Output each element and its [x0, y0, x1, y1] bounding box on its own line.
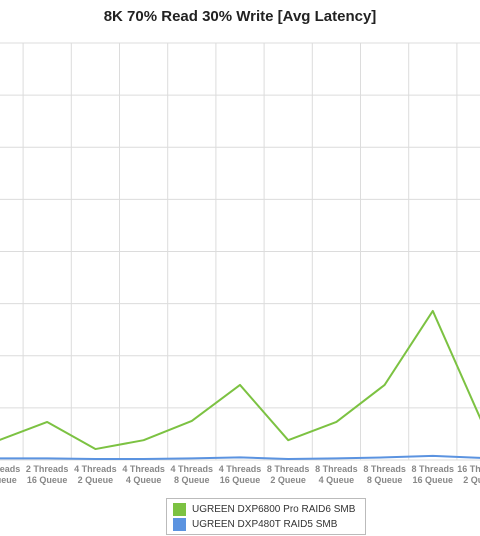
x-tick-label: 4 Threads 2 Queue: [74, 464, 117, 485]
x-tick-label: 8 Threads 4 Queue: [315, 464, 358, 485]
legend: UGREEN DXP6800 Pro RAID6 SMB UGREEN DXP48…: [166, 498, 366, 535]
legend-swatch: [173, 518, 186, 531]
x-tick-label: 2 Threads 16 Queue: [25, 464, 69, 485]
chart-title: 8K 70% Read 30% Write [Avg Latency]: [103, 8, 377, 25]
x-tick-label: 2 Threads 8 Queue: [0, 464, 21, 485]
legend-swatch: [173, 503, 186, 516]
x-tick-label: 4 Threads 4 Queue: [122, 464, 165, 485]
x-tick-label: 8 Threads 16 Queue: [411, 464, 455, 485]
legend-label: UGREEN DXP6800 Pro RAID6 SMB: [192, 504, 356, 515]
series-line: [0, 309, 480, 451]
legend-label: UGREEN DXP480T RAID5 SMB: [192, 519, 338, 530]
series-line: [0, 454, 480, 460]
x-tick-label: 4 Threads 8 Queue: [170, 464, 214, 485]
legend-item: UGREEN DXP6800 Pro RAID6 SMB: [173, 502, 359, 517]
x-tick-label: 8 Threads 8 Queue: [363, 464, 406, 485]
x-tick-label: 16 Threads 2 Queue: [457, 464, 480, 485]
legend-item: UGREEN DXP480T RAID5 SMB: [173, 517, 359, 532]
x-tick-label: 4 Threads 16 Queue: [218, 464, 262, 485]
x-tick-label: 8 Threads 2 Queue: [266, 464, 310, 485]
